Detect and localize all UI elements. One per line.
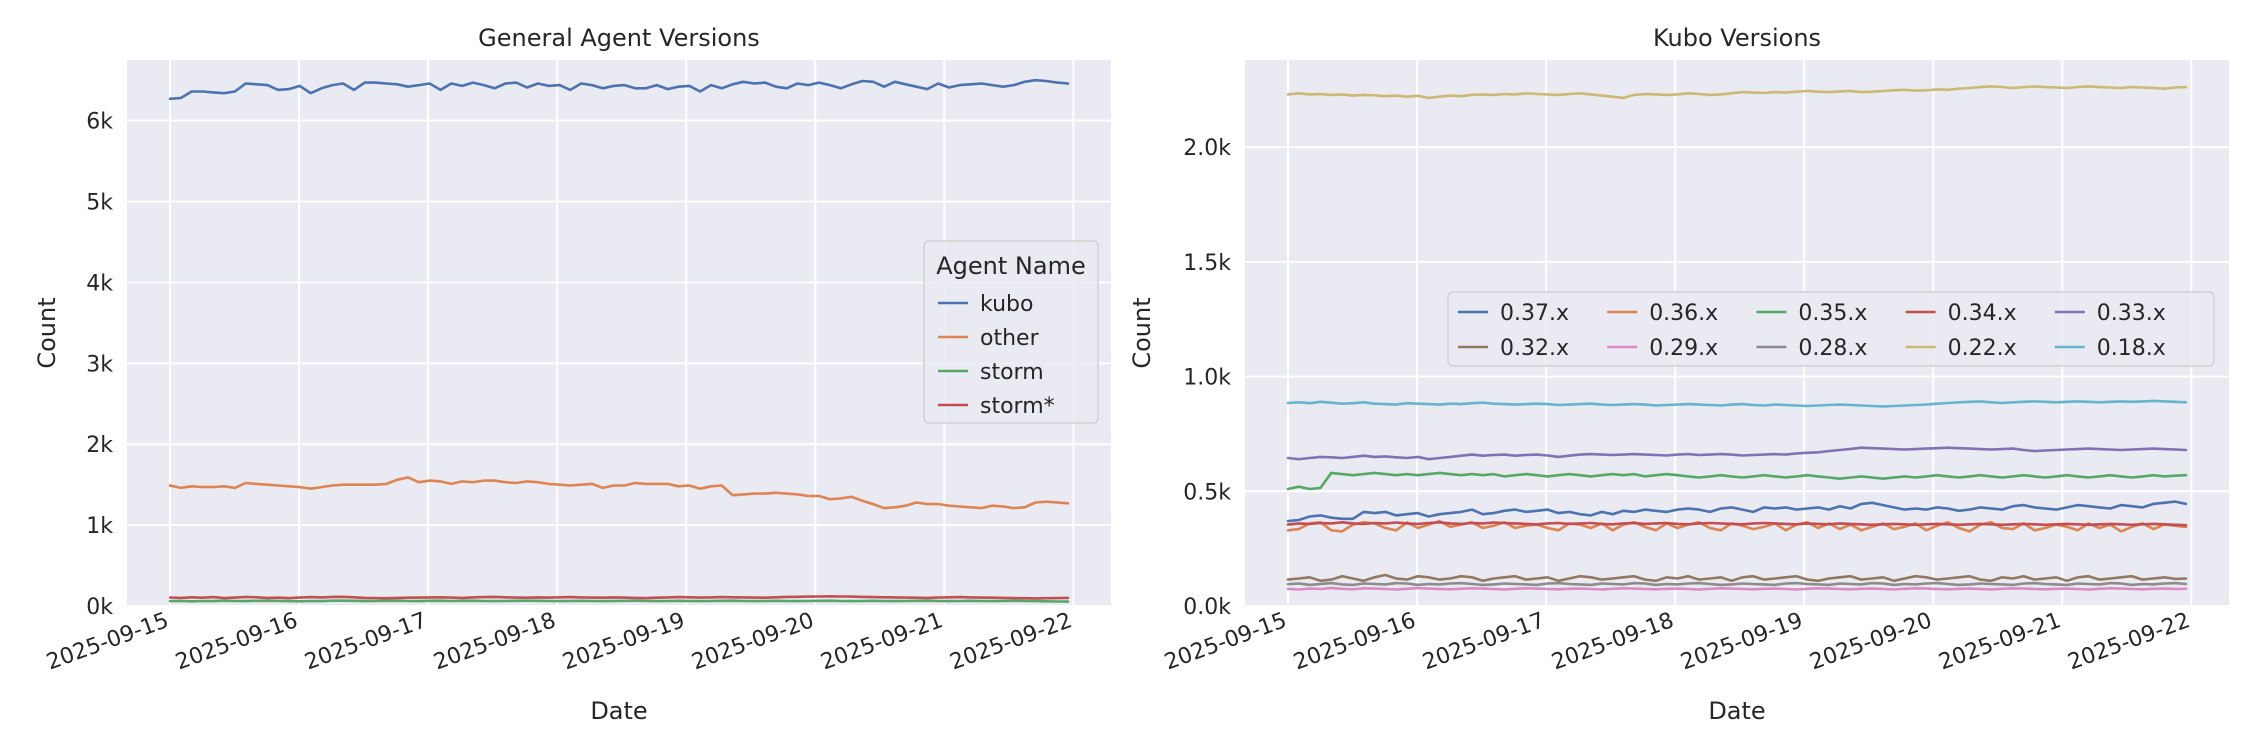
y-tick-label: 5k [86,191,113,216]
legend-label: 0.33.x [2097,301,2166,326]
legend-box [923,240,1099,424]
y-tick-label: 4k [86,271,113,296]
y-tick-label: 0.5k [1183,480,1231,505]
x-tick-label: 2025-09-19 [560,608,689,675]
x-tick-label: 2025-09-20 [1807,608,1936,675]
series-line-other [168,476,1070,510]
legend-label: storm* [980,394,1055,419]
x-tick-label: 2025-09-17 [1419,608,1548,675]
y-tick-label: 3k [86,352,113,377]
x-tick-label: 2025-09-22 [2065,608,2194,675]
series-line-0-35-x [1286,471,2188,491]
x-tick-label: 2025-09-20 [689,608,818,675]
series-line-0-29-x [1286,586,2188,591]
x-tick-label: 2025-09-16 [172,608,301,675]
legend-label: kubo [980,292,1033,317]
series-line-kubo [168,78,1070,101]
series-line-0-34-x [1286,520,2188,527]
legend-label: 0.29.x [1649,336,1718,361]
chart-title: Kubo Versions [1653,24,1821,52]
series-line-storm [168,599,1070,603]
y-tick-label: 2.0k [1183,136,1231,161]
series-line-0-28-x [1286,581,2188,587]
series-line-0-32-x [1286,573,2188,583]
series-line-0-18-x [1286,399,2188,408]
legend: 0.37.x 0.36.x 0.35.x 0.34.x 0.33.x 0.32.x 0.29… [1447,291,2215,367]
y-tick-label: 0.0k [1183,595,1231,620]
x-tick-label: 2025-09-19 [1678,608,1807,675]
legend-label: 0.36.x [1649,301,1718,326]
legend-label: 0.22.x [1948,336,2017,361]
y-tick-label: 2k [86,433,113,458]
x-axis-label: Date [590,697,647,725]
x-tick-label: 2025-09-18 [431,608,560,675]
series-line-0-37-x [1286,500,2188,523]
legend-box [1447,291,2215,367]
series-line-0-22-x [1286,85,2188,100]
y-tick-label: 1.0k [1183,366,1231,391]
legend-label: 0.34.x [1948,301,2017,326]
x-tick-label: 2025-09-17 [301,608,430,675]
chart-title: General Agent Versions [478,24,760,52]
y-tick-label: 1.5k [1183,251,1231,276]
series-line-0-33-x [1286,446,2188,461]
legend-label: storm [980,360,1044,385]
y-tick-label: 1k [86,514,113,539]
x-tick-label: 2025-09-21 [818,608,947,675]
legend-label: 0.28.x [1798,336,1867,361]
legend-label: 0.35.x [1798,301,1867,326]
legend-title: Agent Name [936,252,1085,280]
y-tick-label: 6k [86,110,113,135]
y-axis-label: Count [33,297,61,368]
x-tick-label: 2025-09-16 [1290,608,1419,675]
legend-label: 0.32.x [1500,336,1569,361]
x-tick-label: 2025-09-22 [947,608,1076,675]
y-tick-label: 0k [86,595,113,620]
y-axis-label: Count [1128,297,1156,368]
legend-label: 0.37.x [1500,301,1569,326]
x-axis-label: Date [1708,697,1765,725]
x-tick-label: 2025-09-21 [1936,608,2065,675]
x-tick-label: 2025-09-18 [1549,608,1678,675]
legend: Agent Name kubo other storm storm* [923,240,1099,424]
series-line-storm- [168,594,1070,600]
legend-label: other [980,326,1040,351]
legend-label: 0.18.x [2097,336,2166,361]
